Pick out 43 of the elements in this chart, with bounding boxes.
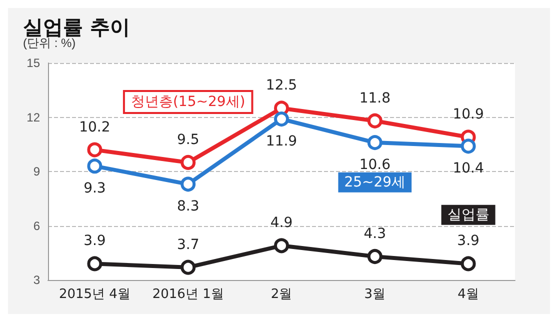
point [180, 154, 196, 170]
y-tick-label: 3 [33, 273, 40, 287]
data-label: 3.7 [176, 236, 200, 253]
data-label: 4.9 [270, 215, 293, 232]
data-label: 9.3 [84, 180, 106, 197]
point [460, 138, 476, 154]
point [460, 256, 476, 272]
x-tick-label: 2015년 4월 [58, 287, 130, 302]
data-label: 10.6 [359, 157, 391, 174]
point [367, 135, 382, 150]
point [367, 248, 382, 264]
data-label: 11.9 [266, 134, 298, 150]
x-tick-label: 2월 [270, 287, 292, 302]
point [274, 112, 289, 127]
x-tick-label: 4월 [458, 287, 479, 302]
x-tick-label: 3월 [364, 287, 386, 302]
point [87, 158, 102, 174]
text: 25~29세 [344, 174, 406, 190]
point [180, 176, 196, 192]
y-tick-label: 6 [33, 218, 40, 233]
y-tick-label: 9 [33, 164, 40, 178]
data-label: 3.9 [457, 233, 480, 250]
series-label: 청년층(15~29세) [130, 94, 246, 110]
point [180, 260, 196, 275]
text: 실업률 [447, 206, 490, 223]
chart-title: 실업률 추이 [23, 15, 130, 39]
point [274, 238, 289, 254]
point [87, 256, 102, 272]
data-label: 11.8 [359, 90, 390, 106]
data-label: 12.5 [266, 78, 298, 94]
x-tick-label: 2016년 1월 [152, 287, 224, 302]
data-label: 10.9 [452, 106, 484, 123]
data-label: 9.5 [176, 132, 200, 148]
data-label: 3.9 [84, 233, 106, 250]
y-tick-label: 12 [26, 110, 40, 124]
point [87, 142, 102, 158]
chart-subtitle: (단위 : %) [23, 36, 76, 50]
y-tick-label: 15 [26, 56, 40, 70]
data-label: 4.3 [364, 226, 386, 242]
data-label: 10.2 [79, 119, 110, 136]
data-label: 10.4 [452, 160, 484, 177]
point [367, 113, 382, 128]
data-label: 8.3 [176, 198, 200, 215]
